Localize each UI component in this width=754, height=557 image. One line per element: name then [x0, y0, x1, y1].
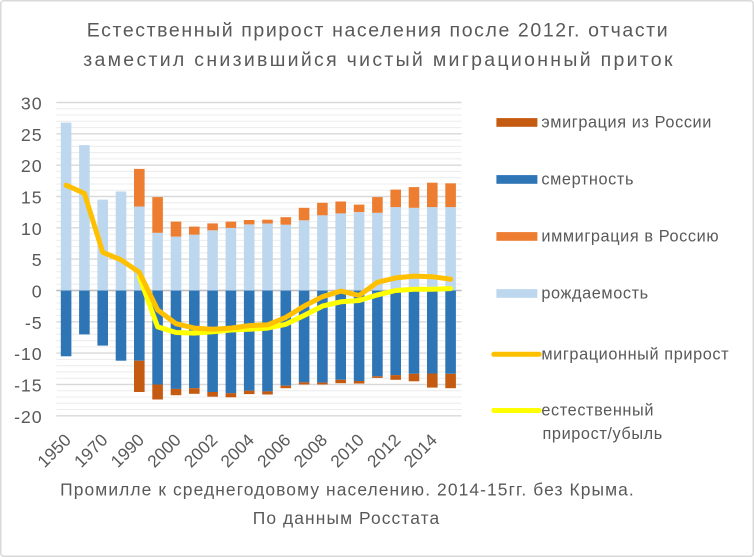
svg-text:прирост/убыль: прирост/убыль — [543, 425, 663, 443]
svg-text:30: 30 — [21, 94, 43, 114]
svg-text:-20: -20 — [14, 407, 42, 427]
svg-text:миграционный прирост: миграционный прирост — [541, 345, 729, 363]
svg-text:5: 5 — [32, 250, 43, 270]
svg-text:25: 25 — [21, 125, 43, 145]
svg-text:0: 0 — [32, 282, 43, 302]
svg-text:заместил снизившийся чистый ми: заместил снизившийся чистый миграционный… — [83, 49, 675, 71]
svg-text:Естественный прирост населения: Естественный прирост населения после 201… — [87, 20, 669, 42]
svg-text:По данным Росстата: По данным Росстата — [253, 508, 441, 528]
svg-text:-10: -10 — [14, 344, 42, 364]
svg-text:-15: -15 — [14, 376, 42, 396]
svg-text:10: 10 — [21, 219, 43, 239]
svg-text:рождаемость: рождаемость — [541, 285, 648, 303]
svg-text:естественный: естественный — [541, 402, 654, 420]
svg-text:эмиграция из России: эмиграция из России — [541, 113, 712, 131]
svg-text:смертность: смертность — [541, 170, 634, 188]
svg-text:20: 20 — [21, 156, 43, 176]
svg-text:иммиграция в Россию: иммиграция в Россию — [541, 227, 719, 245]
svg-text:-5: -5 — [25, 313, 43, 333]
svg-text:Промилле к среднегодовому насе: Промилле к среднегодовому населению. 201… — [60, 479, 635, 499]
svg-text:15: 15 — [21, 188, 43, 208]
